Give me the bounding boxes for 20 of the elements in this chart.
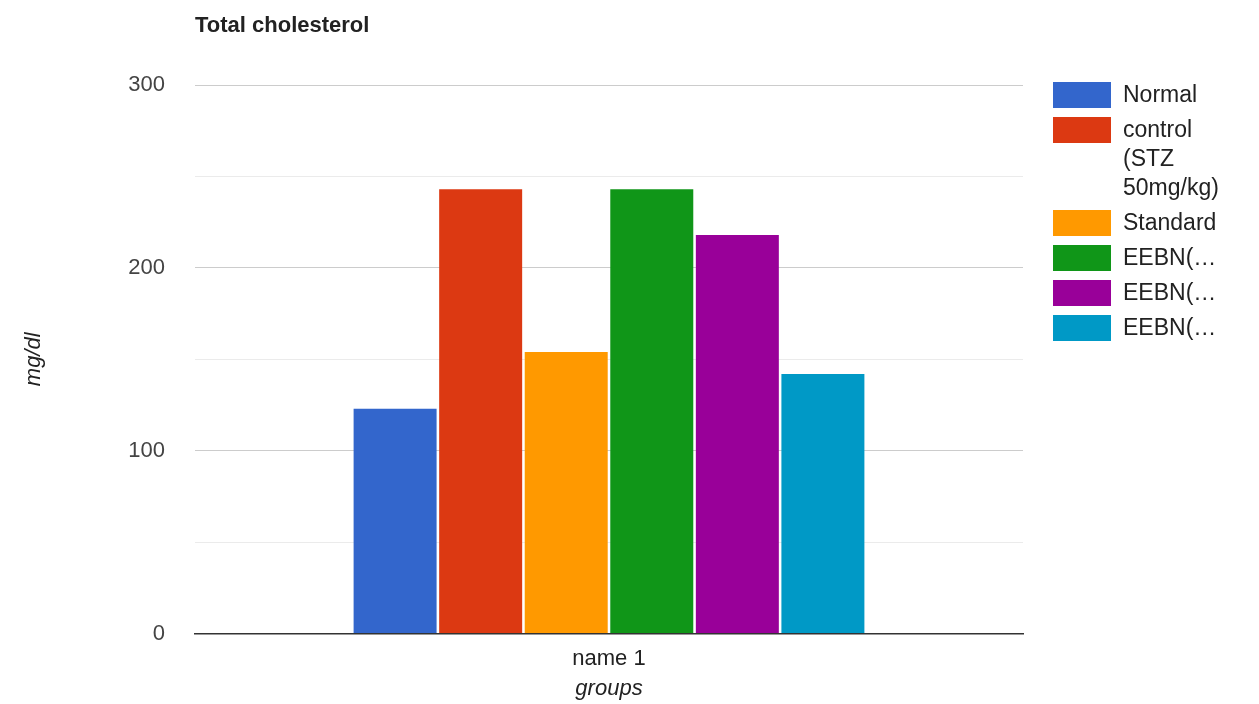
- y-tick-label: 300: [128, 71, 165, 97]
- x-axis-title: groups: [575, 675, 643, 700]
- bar: [439, 189, 523, 634]
- bar: [524, 351, 608, 634]
- legend-label: Standard: [1123, 208, 1218, 237]
- y-axis-title: mg/dl: [20, 331, 45, 387]
- bar: [353, 408, 437, 634]
- x-tick-label: name 1: [572, 644, 646, 670]
- bar: [781, 373, 865, 634]
- legend-label: control (STZ 50mg/kg): [1123, 115, 1220, 202]
- y-tick-label: 200: [128, 253, 165, 279]
- legend-label: EEBN(…: [1123, 313, 1218, 342]
- legend-label: Normal: [1123, 80, 1199, 109]
- y-tick-label: 100: [128, 436, 165, 462]
- bar: [695, 234, 779, 634]
- legend-label: EEBN(…: [1123, 243, 1218, 272]
- bar: [610, 189, 694, 634]
- chart-title: Total cholesterol: [195, 12, 370, 37]
- legend-label: EEBN(…: [1123, 278, 1218, 307]
- y-tick-label: 0: [152, 619, 165, 645]
